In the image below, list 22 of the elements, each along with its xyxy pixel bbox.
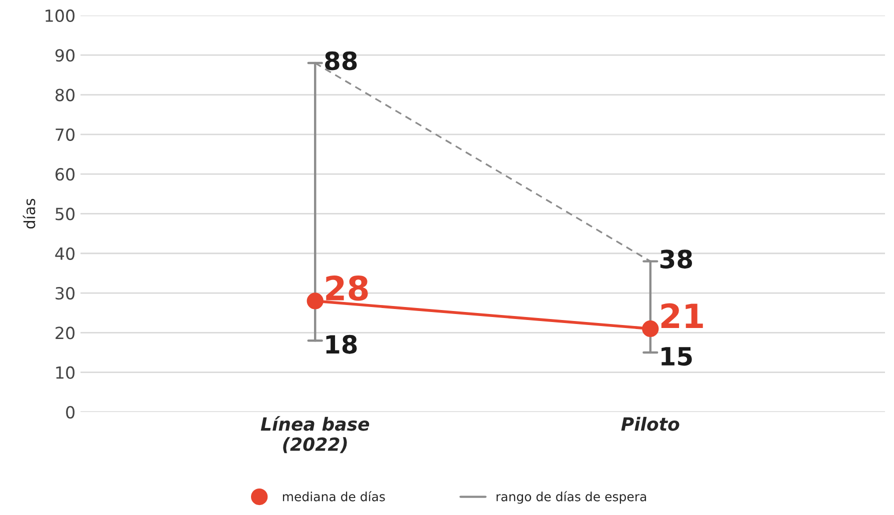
y-axis-title: días <box>22 198 36 229</box>
x-tick-label: Línea base (2022) <box>260 416 370 454</box>
y-tick-label: 30 <box>56 286 74 300</box>
annotation: 15 <box>662 347 692 366</box>
y-tick-label: 50 <box>56 208 74 220</box>
data-label: 88 <box>325 51 357 70</box>
y-tick-label: 20 <box>56 326 74 340</box>
y-tick-label: 60 <box>56 168 74 181</box>
y-tick-label: 10 <box>56 366 74 379</box>
y-tick-label: 70 <box>56 128 74 141</box>
data-label: 21 <box>661 303 703 328</box>
data-label: 38 <box>660 250 692 269</box>
y-tick-label: 0 <box>66 406 74 419</box>
y-tick-label: 90 <box>55 49 74 62</box>
y-tick-label: 80 <box>56 88 74 102</box>
annotation: 18 <box>326 334 357 354</box>
legend-label: mediana de días <box>282 491 385 502</box>
legend-label: rango de días de espera <box>496 491 646 504</box>
x-tick-label: Piloto <box>621 416 680 431</box>
data-label: 28 <box>326 276 368 301</box>
y-tick-label: 100 <box>46 9 74 22</box>
y-tick-label: 40 <box>55 247 74 260</box>
